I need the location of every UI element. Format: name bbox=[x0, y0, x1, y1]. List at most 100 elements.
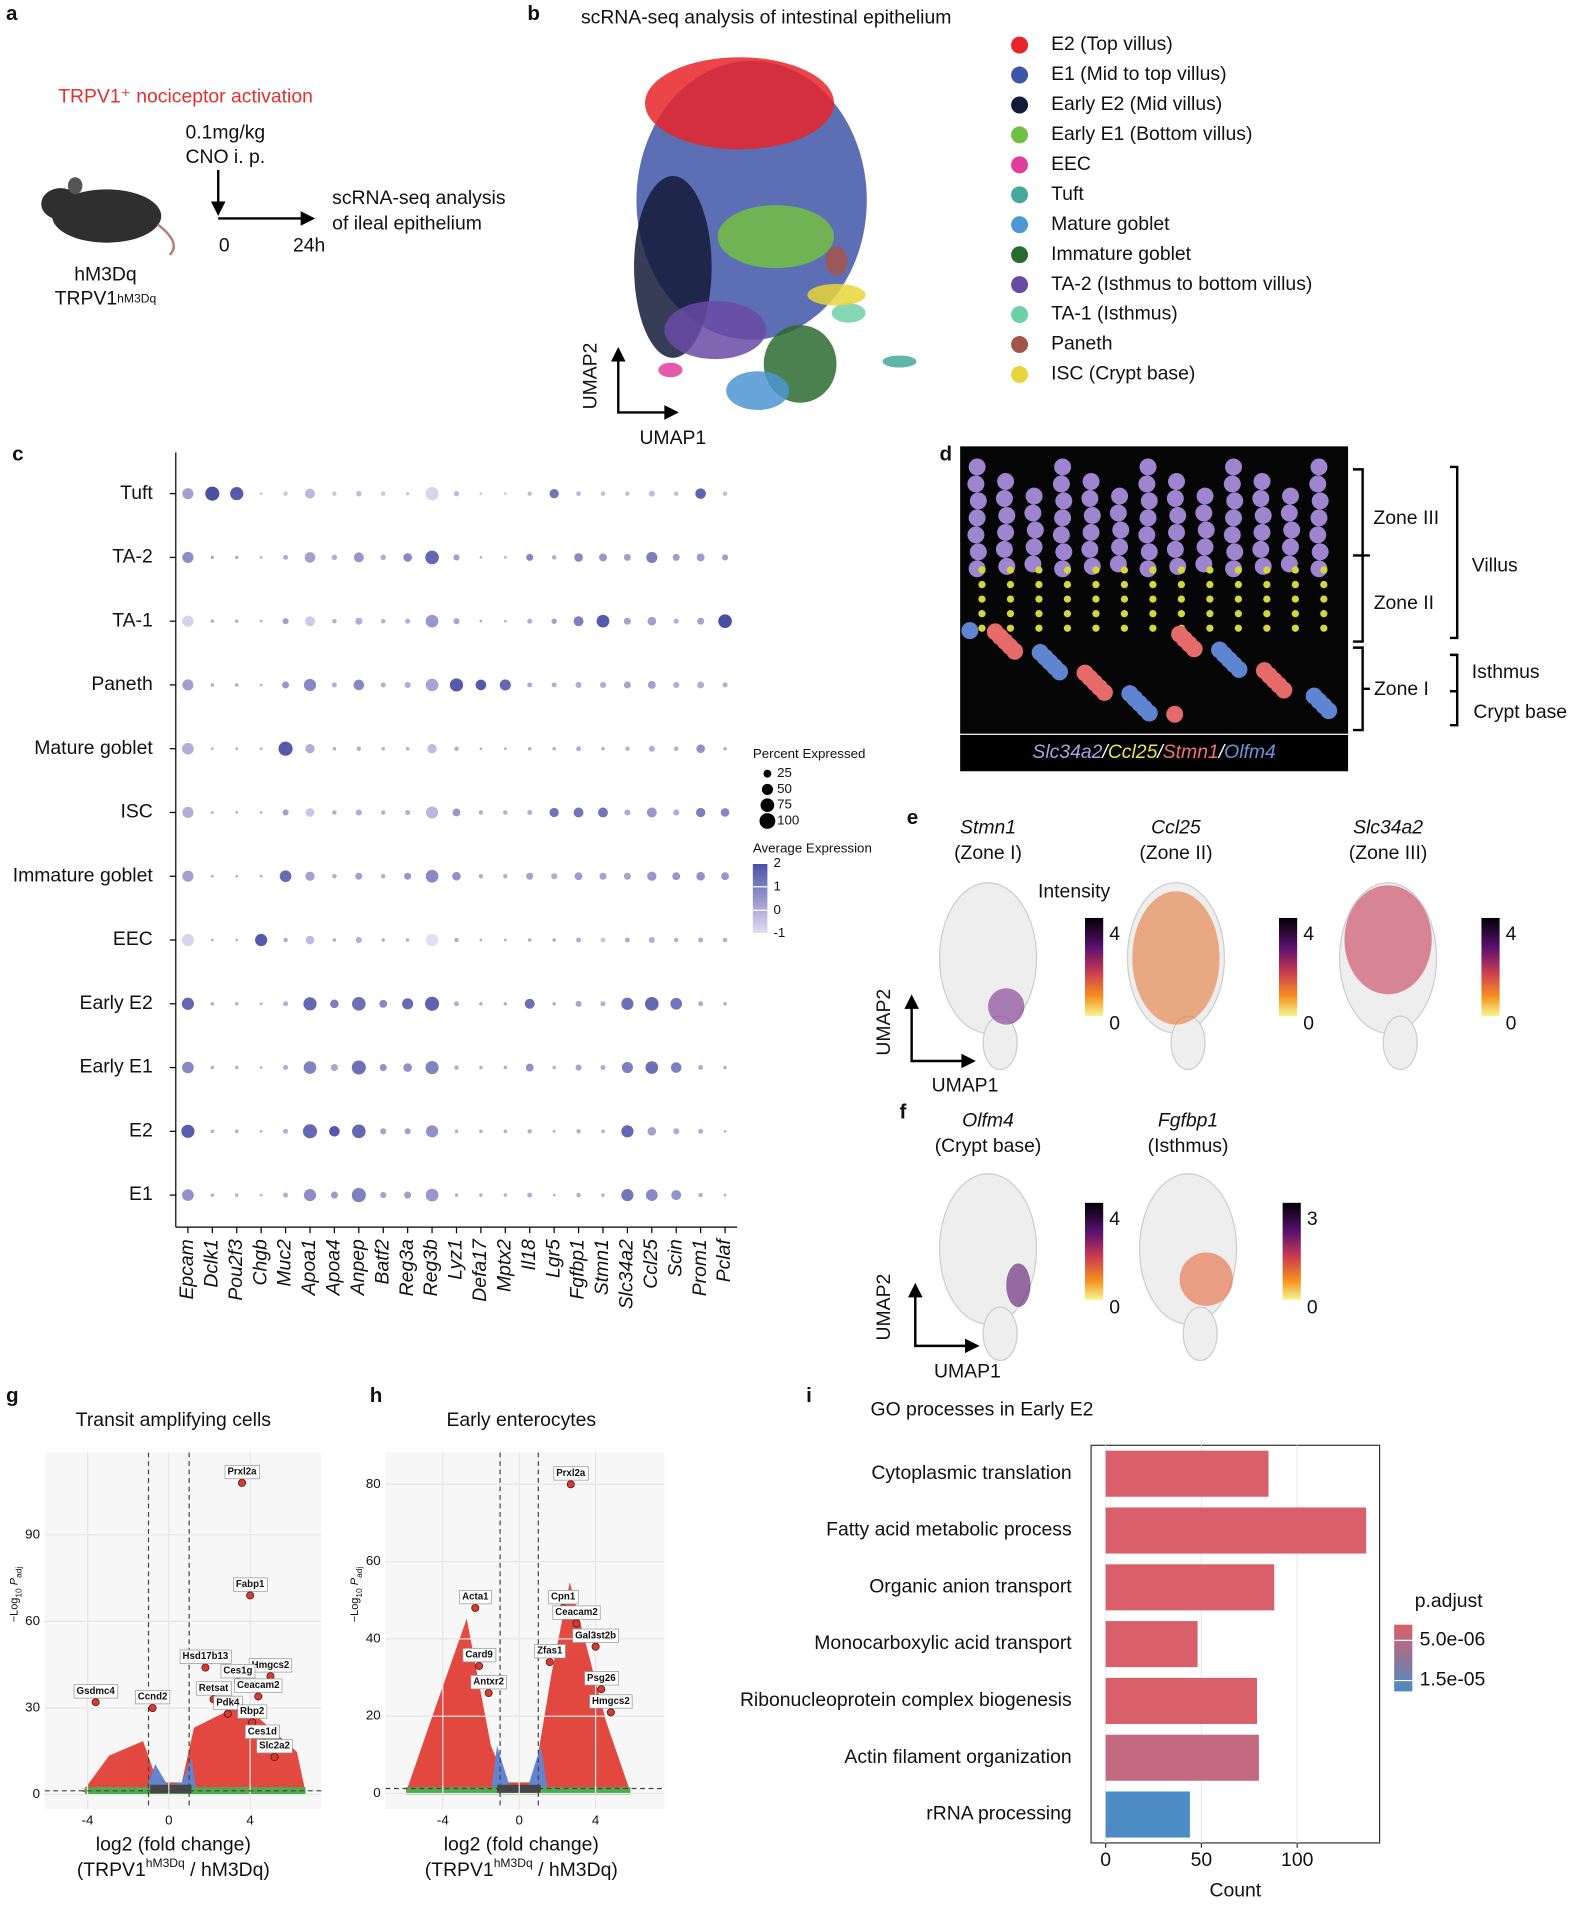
point bbox=[484, 1689, 493, 1698]
colorbar-label: 2 bbox=[773, 855, 780, 870]
cell bbox=[1206, 595, 1214, 603]
dot bbox=[351, 1124, 366, 1139]
gene-label: Chgb bbox=[249, 1239, 271, 1286]
label-box bbox=[224, 1464, 260, 1480]
dot bbox=[425, 1060, 439, 1075]
point bbox=[471, 1603, 480, 1612]
dot bbox=[425, 550, 439, 565]
dot bbox=[503, 1002, 508, 1006]
dot bbox=[623, 617, 631, 625]
cell bbox=[1035, 610, 1043, 618]
gene-label: Pou2f3 bbox=[225, 1239, 247, 1301]
dose: 0.1mg/kg bbox=[185, 122, 265, 144]
cell bbox=[1320, 595, 1328, 603]
dot bbox=[549, 488, 559, 499]
x-tick-label: 0 bbox=[1100, 1849, 1111, 1871]
dot bbox=[621, 1188, 634, 1202]
y-tick-label: 0 bbox=[373, 1785, 380, 1800]
dot bbox=[234, 1002, 239, 1006]
y-tick-label: 80 bbox=[366, 1476, 381, 1491]
dot bbox=[355, 872, 363, 880]
dot bbox=[574, 872, 583, 881]
dot bbox=[302, 1124, 318, 1139]
dot bbox=[427, 744, 437, 754]
legend-label: E1 (Mid to top villus) bbox=[1051, 63, 1227, 85]
dot bbox=[210, 619, 215, 623]
bar bbox=[1105, 1507, 1367, 1554]
stain-bar bbox=[960, 734, 1349, 772]
dot bbox=[646, 807, 657, 818]
dot bbox=[551, 618, 557, 624]
dot bbox=[425, 1125, 439, 1138]
cell bbox=[1280, 504, 1298, 522]
dot bbox=[283, 1065, 289, 1071]
dot bbox=[381, 938, 385, 942]
dot bbox=[723, 1193, 727, 1197]
dot bbox=[259, 492, 263, 496]
point-label: Prxl2a bbox=[227, 1467, 257, 1478]
cell bbox=[1177, 595, 1186, 603]
label-box bbox=[134, 1690, 171, 1705]
dot bbox=[672, 872, 681, 881]
route: CNO i. p. bbox=[185, 146, 265, 168]
cell bbox=[1140, 492, 1158, 510]
axis-label: UMAP2 bbox=[873, 989, 895, 1056]
dot bbox=[259, 811, 263, 814]
gene-label: Pclaf bbox=[713, 1237, 735, 1283]
dot bbox=[182, 806, 194, 819]
dot bbox=[573, 807, 584, 818]
dot bbox=[454, 1065, 459, 1070]
cell bbox=[967, 475, 985, 493]
dot bbox=[647, 681, 656, 689]
mouse-label: TRPV1hM3Dq bbox=[55, 288, 156, 310]
cell bbox=[1211, 641, 1229, 659]
cell bbox=[1206, 624, 1214, 632]
gene-label: Ccl25 bbox=[640, 1239, 662, 1289]
point bbox=[148, 1703, 157, 1712]
sep: / bbox=[1217, 741, 1227, 763]
colorbar-tick: 0 bbox=[1109, 1296, 1120, 1318]
row-label: TA-1 bbox=[112, 609, 153, 631]
colorbar-label: 0 bbox=[773, 902, 780, 917]
cell bbox=[1025, 487, 1043, 505]
point-label: Prxl2a bbox=[556, 1468, 586, 1479]
point-label: Ccnd2 bbox=[138, 1692, 168, 1703]
point-label: Antxr2 bbox=[473, 1677, 504, 1688]
cell bbox=[1263, 624, 1271, 632]
gene-label: Slc34a2 bbox=[616, 1239, 638, 1309]
point bbox=[270, 1753, 279, 1762]
point-label: Fabp1 bbox=[236, 1579, 265, 1590]
cell bbox=[1320, 624, 1328, 632]
cell bbox=[1320, 610, 1328, 618]
label-box bbox=[73, 1684, 119, 1699]
cell bbox=[1149, 595, 1157, 603]
colorbar bbox=[1282, 1202, 1301, 1300]
cell bbox=[1111, 487, 1129, 505]
dot bbox=[330, 1064, 338, 1072]
gene-label: Reg3b bbox=[420, 1239, 442, 1296]
cluster bbox=[726, 371, 790, 410]
cell bbox=[1234, 580, 1243, 589]
dot bbox=[304, 552, 316, 563]
dot bbox=[305, 488, 315, 499]
gene-label: Lgr5 bbox=[542, 1239, 564, 1278]
cell bbox=[1083, 506, 1101, 524]
cell bbox=[1112, 521, 1130, 539]
time: 24h bbox=[293, 234, 325, 256]
dot bbox=[404, 1191, 412, 1199]
cell bbox=[1081, 540, 1099, 558]
panel-letter: i bbox=[806, 1384, 812, 1407]
umap-signal bbox=[1132, 891, 1220, 1025]
cell bbox=[1054, 458, 1072, 476]
y-tick-label: 60 bbox=[25, 1613, 40, 1628]
cell bbox=[1063, 566, 1072, 574]
cell bbox=[1310, 509, 1328, 527]
cell bbox=[1055, 492, 1073, 510]
legend-label: Mature goblet bbox=[1051, 213, 1170, 235]
time: 0 bbox=[219, 234, 230, 256]
dot bbox=[454, 1193, 459, 1197]
dot bbox=[332, 810, 337, 815]
dot bbox=[644, 996, 659, 1011]
dot bbox=[552, 1002, 556, 1006]
gene-label: Anpep bbox=[347, 1239, 369, 1296]
